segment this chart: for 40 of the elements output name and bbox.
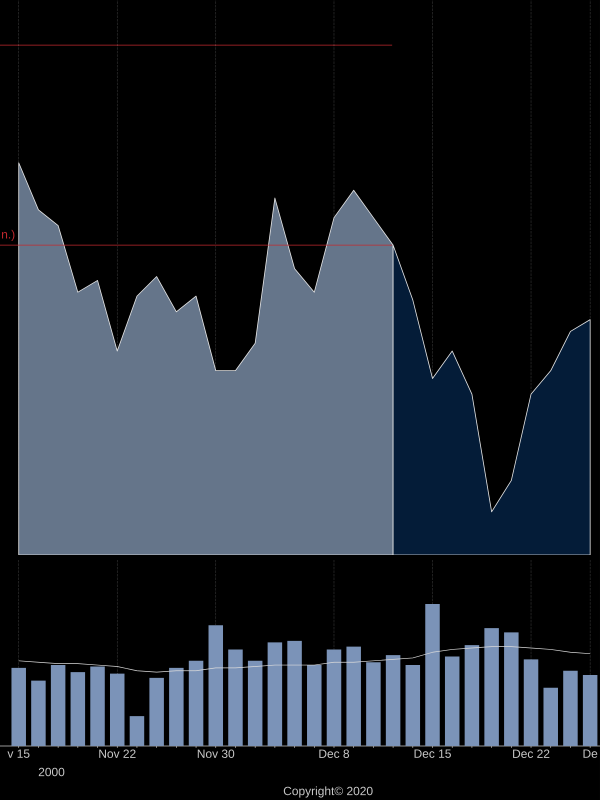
bar xyxy=(524,659,538,746)
bar xyxy=(543,688,558,746)
x-tick-label: Dec 15 xyxy=(414,750,451,758)
bar xyxy=(366,662,381,746)
x-tick-label: Nov 30 xyxy=(198,750,234,758)
bar xyxy=(31,680,46,746)
x-tick-label: Nov 22 xyxy=(99,750,136,758)
bar xyxy=(208,625,224,746)
x-tick-label: Dec 22 xyxy=(513,750,550,758)
bar xyxy=(11,668,26,746)
bar xyxy=(425,604,440,746)
bar xyxy=(50,665,66,746)
ref-line-label: n.) xyxy=(2,230,14,241)
bar xyxy=(464,645,480,746)
bar xyxy=(248,660,262,746)
bar xyxy=(484,628,499,746)
bar xyxy=(582,675,598,746)
bar xyxy=(346,646,361,746)
bar xyxy=(307,665,322,746)
text: Copyright© 2020 xyxy=(284,786,373,798)
bar xyxy=(504,632,519,746)
bar xyxy=(188,660,204,746)
bar xyxy=(444,656,460,746)
bar xyxy=(70,672,86,746)
x-tick-label: De xyxy=(583,750,598,758)
x-tick-label: v 15 xyxy=(7,750,30,758)
bar xyxy=(90,666,105,746)
bar xyxy=(326,649,342,746)
bar xyxy=(149,678,164,746)
text: 2000 xyxy=(38,768,64,776)
bar xyxy=(228,649,243,746)
bar xyxy=(287,640,302,746)
bar xyxy=(169,668,184,746)
bar xyxy=(130,716,144,746)
bar xyxy=(386,655,400,746)
bar xyxy=(110,674,124,746)
bar xyxy=(268,642,282,746)
bar xyxy=(563,670,578,746)
bar xyxy=(406,665,420,746)
x-tick-label: Dec 8 xyxy=(319,750,350,758)
